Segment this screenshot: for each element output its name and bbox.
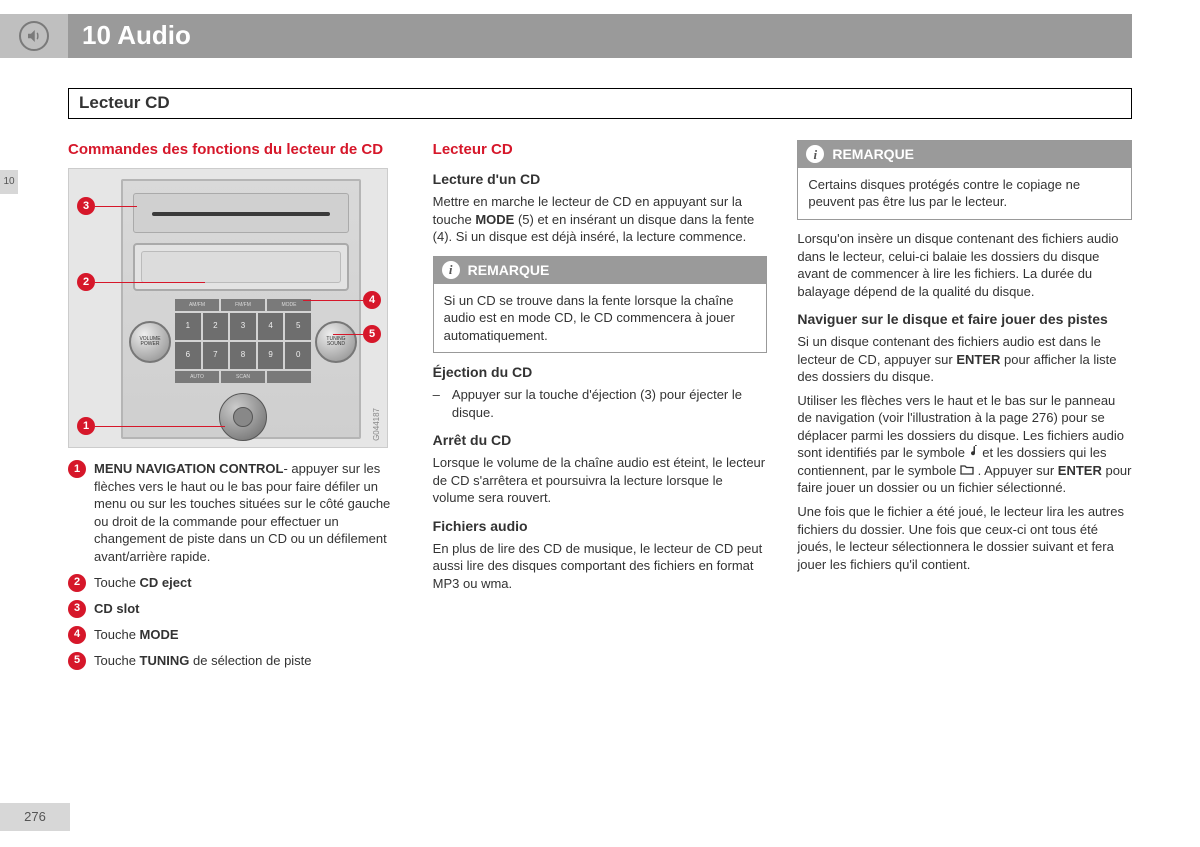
chapter-icon-wrap [0,14,68,58]
nav-p3: Une fois que le fichier a été joué, le l… [797,503,1132,573]
callout-1: 1 [77,417,225,435]
speaker-icon [19,21,49,51]
image-code: G044187 [372,408,383,441]
remark-body: Si un CD se trouve dans la fente lorsque… [434,284,767,353]
page-content: Commandes des fonctions du lecteur de CD… [68,140,1132,787]
audiofiles-text: En plus de lire des CD de musique, le le… [433,540,768,593]
legend-item-2: 2Touche CD eject [68,574,403,592]
info-icon: i [806,145,824,163]
legend-item-1: 1MENU NAVIGATION CONTROL- appuyer sur le… [68,460,403,565]
play-heading: Lecture d'un CD [433,170,768,189]
legend-item-4: 4Touche MODE [68,626,403,644]
legend-list: 1MENU NAVIGATION CONTROL- appuyer sur le… [68,460,403,669]
button-row-bottom: AUTO SCAN [175,371,311,383]
remark-body-2: Certains disques protégés contre le copi… [798,168,1131,219]
chapter-header: 10 Audio [0,14,1132,58]
column-3: i REMARQUE Certains disques protégés con… [797,140,1132,787]
chapter-title: 10 Audio [82,18,191,53]
cd-player-diagram: AM/FM FM/FM MODE 12345 67890 AUTO SCAN V… [68,168,388,448]
cd-slot-graphic [133,193,349,233]
volume-knob: VOLUMEPOWER [129,321,171,363]
callout-2: 2 [77,273,205,291]
remark-label-2: REMARQUE [832,145,914,164]
col2-heading: Lecteur CD [433,140,768,160]
col3-p1: Lorsqu'on insère un disque contenant des… [797,230,1132,300]
section-title: Lecteur CD [68,88,1132,119]
callout-5: 5 [333,325,381,343]
remark-box-1: i REMARQUE Si un CD se trouve dans la fe… [433,256,768,354]
side-tab: 10 [0,170,18,194]
callout-3: 3 [77,197,137,215]
radio-unit: AM/FM FM/FM MODE 12345 67890 AUTO SCAN V… [121,179,361,439]
keypad: 12345 67890 [175,313,311,369]
nav-p2: Utiliser les flèches vers le haut et le … [797,392,1132,497]
nav-heading: Naviguer sur le disque et faire jouer de… [797,310,1132,329]
info-icon: i [442,261,460,279]
col1-heading: Commandes des fonctions du lecteur de CD [68,140,403,160]
dash-icon: – [433,386,440,421]
remark-header-2: i REMARQUE [798,141,1131,168]
nav-control [219,393,267,441]
legend-item-3: 3CD slot [68,600,403,618]
remark-header: i REMARQUE [434,257,767,284]
callout-4: 4 [303,291,381,309]
remark-label: REMARQUE [468,261,550,280]
remark-box-2: i REMARQUE Certains disques protégés con… [797,140,1132,220]
nav-p1: Si un disque contenant des fichiers audi… [797,333,1132,386]
music-note-icon [969,444,979,462]
column-1: Commandes des fonctions du lecteur de CD… [68,140,403,787]
legend-item-5: 5Touche TUNING de sélection de piste [68,652,403,670]
stop-heading: Arrêt du CD [433,431,768,450]
eject-heading: Éjection du CD [433,363,768,382]
column-2: Lecteur CD Lecture d'un CD Mettre en mar… [433,140,768,787]
page-number: 276 [0,803,70,831]
button-row-top: AM/FM FM/FM MODE [175,299,311,311]
stop-text: Lorsque le volume de la chaîne audio est… [433,454,768,507]
folder-icon [960,462,974,480]
eject-item: – Appuyer sur la touche d'éjection (3) p… [433,386,768,421]
play-text: Mettre en marche le lecteur de CD en app… [433,193,768,246]
audiofiles-heading: Fichiers audio [433,517,768,536]
